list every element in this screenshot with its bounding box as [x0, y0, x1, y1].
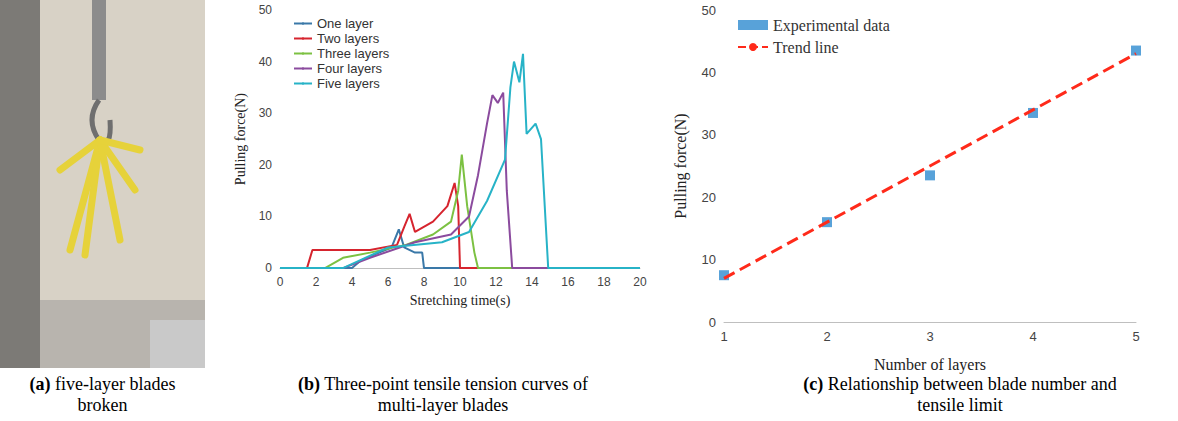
svg-text:18: 18 — [597, 275, 611, 289]
svg-text:Stretching time(s): Stretching time(s) — [410, 293, 511, 309]
svg-text:0: 0 — [265, 261, 272, 275]
svg-text:1: 1 — [720, 329, 727, 344]
svg-text:Five layers: Five layers — [317, 76, 380, 91]
svg-text:Four layers: Four layers — [317, 61, 383, 76]
svg-text:10: 10 — [259, 209, 273, 223]
svg-text:50: 50 — [702, 3, 716, 18]
svg-text:4: 4 — [1029, 329, 1036, 344]
svg-text:14: 14 — [525, 275, 539, 289]
svg-text:20: 20 — [633, 275, 647, 289]
html-text:(a) five-layer blades broken: (a) five-layer blades broken — [29, 374, 176, 415]
svg-text:One layer: One layer — [317, 16, 374, 31]
svg-text:40: 40 — [702, 65, 716, 80]
html-text:(c) Relationship between blade: (c) Relationship between blade number an… — [803, 374, 1117, 415]
svg-text:10: 10 — [453, 275, 467, 289]
svg-text:50: 50 — [259, 3, 273, 17]
svg-text:Trend line: Trend line — [773, 39, 839, 56]
svg-text:3: 3 — [926, 329, 933, 344]
svg-text:40: 40 — [259, 55, 273, 69]
svg-text:2: 2 — [823, 329, 830, 344]
svg-text:5: 5 — [1132, 329, 1139, 344]
svg-text:20: 20 — [259, 158, 273, 172]
svg-text:30: 30 — [702, 127, 716, 142]
svg-text:16: 16 — [561, 275, 575, 289]
html-text:(b) Three-point tensile tensio: (b) Three-point tensile tension curves o… — [298, 374, 588, 415]
svg-text:Two layers: Two layers — [317, 31, 380, 46]
svg-text:4: 4 — [349, 275, 356, 289]
svg-text:Pulling force(N): Pulling force(N) — [672, 113, 690, 218]
svg-text:Three layers: Three layers — [317, 46, 390, 61]
svg-text:8: 8 — [421, 275, 428, 289]
svg-text:0: 0 — [709, 315, 716, 330]
svg-text:10: 10 — [702, 252, 716, 267]
svg-text:Experimental data: Experimental data — [773, 17, 890, 35]
svg-text:30: 30 — [259, 106, 273, 120]
svg-text:0: 0 — [277, 275, 284, 289]
svg-text:2: 2 — [313, 275, 320, 289]
svg-text:20: 20 — [702, 190, 716, 205]
svg-text:Pulling force(N): Pulling force(N) — [233, 93, 249, 185]
svg-text:Number of layers: Number of layers — [874, 356, 986, 374]
svg-text:12: 12 — [489, 275, 503, 289]
svg-text:6: 6 — [385, 275, 392, 289]
